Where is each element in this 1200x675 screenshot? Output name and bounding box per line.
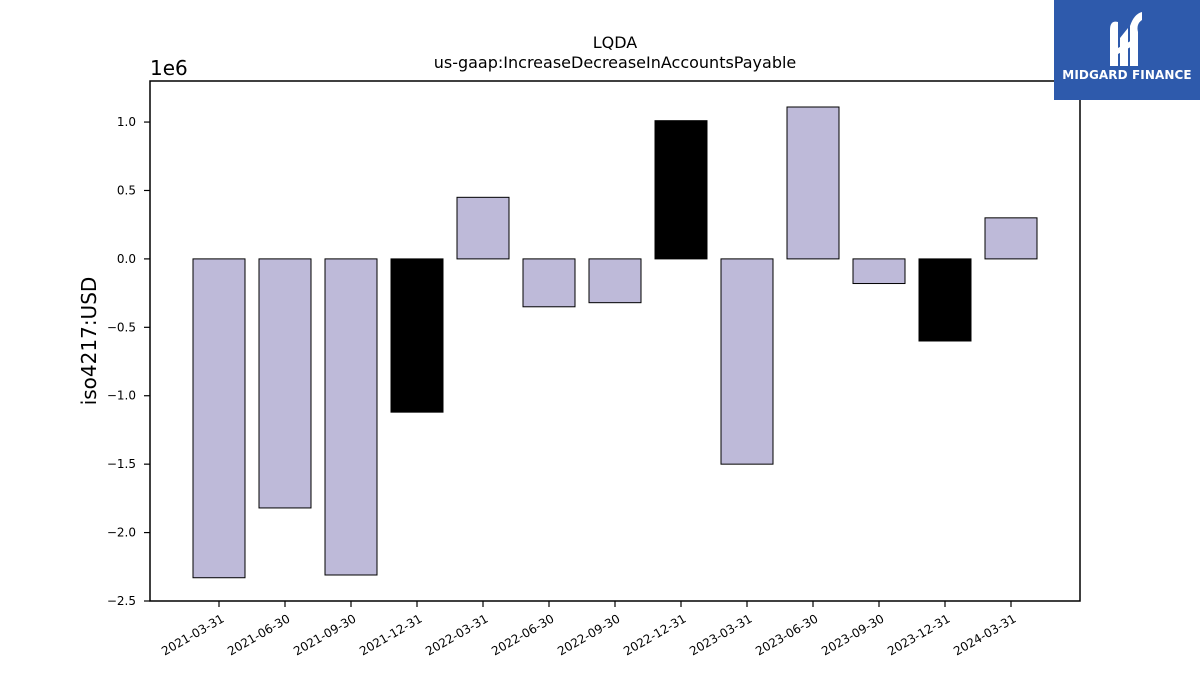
x-tick-label: 2021-03-31 [159, 611, 226, 658]
bar-2022-12-31 [654, 120, 708, 260]
x-tick-label: 2021-12-31 [357, 611, 424, 658]
bar-2021-12-31 [390, 258, 444, 413]
y-tick-label: 1.0 [117, 115, 136, 129]
logo-text: MIDGARD FINANCE [1062, 68, 1192, 82]
y-tick-label: −2.5 [107, 594, 136, 608]
x-tick-label: 2022-03-31 [423, 611, 490, 658]
y-axis-ticks: −2.5 −2.0 −1.5 −1.0 −0.5 0.0 0.5 1.0 [107, 115, 150, 608]
chart-subtitle: us-gaap:IncreaseDecreaseInAccountsPayabl… [434, 53, 797, 72]
bar-2021-06-30 [258, 258, 312, 509]
y-tick-label: 0.5 [117, 183, 136, 197]
y-tick-label: 0.0 [117, 252, 136, 266]
x-tick-label: 2024-03-31 [951, 611, 1018, 658]
bar-2021-09-30 [324, 258, 378, 576]
bars-group [192, 106, 1038, 579]
bar-2022-06-30 [522, 258, 576, 308]
midgard-logo-icon [1110, 12, 1142, 66]
chart-title: LQDA [593, 33, 638, 52]
x-tick-label: 2023-06-30 [753, 611, 820, 658]
x-tick-label: 2023-12-31 [885, 611, 952, 658]
y-tick-label: −1.5 [107, 457, 136, 471]
y-tick-label: −2.0 [107, 526, 136, 540]
bar-2024-03-31 [984, 217, 1038, 260]
bar-2022-09-30 [588, 258, 642, 304]
x-tick-label: 2022-06-30 [489, 611, 556, 658]
y-tick-label: −0.5 [107, 320, 136, 334]
x-tick-label: 2022-12-31 [621, 611, 688, 658]
bar-2023-06-30 [786, 106, 840, 260]
bar-2022-03-31 [456, 196, 510, 260]
bar-2023-12-31 [918, 258, 972, 342]
y-axis-label: iso4217:USD [77, 277, 101, 406]
plot-frame [149, 80, 1081, 602]
x-tick-label: 2021-06-30 [225, 611, 292, 658]
x-tick-label: 2023-09-30 [819, 611, 886, 658]
y-tick-label: −1.0 [107, 389, 136, 403]
bar-2023-03-31 [720, 258, 774, 465]
y-axis-offset-label: 1e6 [150, 56, 188, 80]
bar-2023-09-30 [852, 258, 906, 285]
midgard-finance-logo: MIDGARD FINANCE [1054, 0, 1200, 100]
bar-2021-03-31 [192, 258, 246, 579]
x-tick-label: 2022-09-30 [555, 611, 622, 658]
x-axis-ticks: 2021-03-312021-06-302021-09-302021-12-31… [159, 601, 1019, 658]
x-tick-label: 2023-03-31 [687, 611, 754, 658]
x-tick-label: 2021-09-30 [291, 611, 358, 658]
